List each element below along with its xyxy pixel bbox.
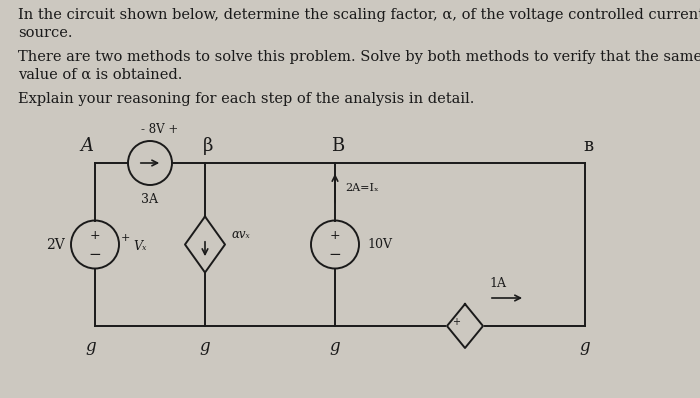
Text: +: +	[452, 317, 460, 327]
Text: Explain your reasoning for each step of the analysis in detail.: Explain your reasoning for each step of …	[18, 92, 475, 106]
Text: +: +	[120, 232, 130, 242]
Text: ʙ: ʙ	[583, 137, 593, 155]
Text: −: −	[328, 247, 342, 262]
Text: 2A=Iₓ: 2A=Iₓ	[345, 183, 379, 193]
Text: 3A: 3A	[141, 193, 158, 206]
Text: 10V: 10V	[367, 238, 392, 251]
Text: g: g	[330, 338, 340, 355]
Text: −: −	[89, 247, 102, 262]
Text: source.: source.	[18, 26, 73, 40]
Text: g: g	[580, 338, 590, 355]
Text: g: g	[85, 338, 97, 355]
Text: αvₓ: αvₓ	[231, 228, 250, 241]
Text: value of α is obtained.: value of α is obtained.	[18, 68, 183, 82]
Text: Vₓ: Vₓ	[133, 240, 146, 253]
Text: - 8V +: - 8V +	[141, 123, 178, 136]
Text: 2V: 2V	[46, 238, 65, 252]
Text: In the circuit shown below, determine the scaling factor, α, of the voltage cont: In the circuit shown below, determine th…	[18, 8, 700, 22]
Text: +: +	[90, 229, 100, 242]
Text: B: B	[331, 137, 344, 155]
Text: g: g	[199, 338, 210, 355]
Text: 1A: 1A	[489, 277, 506, 290]
Text: +: +	[330, 229, 340, 242]
Text: A: A	[80, 137, 94, 155]
Text: β: β	[203, 137, 214, 155]
Text: There are two methods to solve this problem. Solve by both methods to verify tha: There are two methods to solve this prob…	[18, 50, 700, 64]
